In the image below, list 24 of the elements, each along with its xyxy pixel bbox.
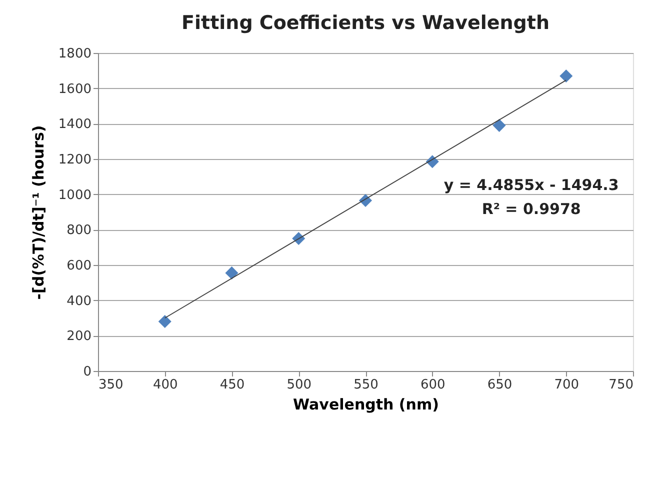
y-tick-label: 0	[83, 364, 92, 380]
y-tick-label: 200	[66, 329, 92, 344]
x-tick-label: 400	[152, 378, 178, 392]
annotation: R² = 0.9978	[482, 200, 581, 218]
x-tick-label: 600	[420, 378, 446, 392]
y-tick-label: 1600	[58, 82, 92, 97]
y-tick-label: 600	[66, 258, 92, 274]
chart-title: Fitting Coefficients vs Wavelength	[182, 12, 550, 34]
x-tick-label: 350	[98, 378, 124, 392]
y-tick-label: 1200	[58, 152, 92, 168]
x-tick-label: 500	[286, 378, 312, 392]
y-tick-label: 1400	[58, 117, 92, 132]
y-tick-label: 1000	[58, 188, 92, 203]
y-tick-label: 1800	[58, 46, 92, 62]
x-tick-label: 550	[354, 378, 378, 392]
y-tick-label: 400	[66, 294, 92, 309]
annotation: y = 4.4855x - 1494.3	[444, 176, 619, 194]
x-tick-label: 750	[608, 378, 634, 392]
x-tick-label: 450	[220, 378, 245, 392]
y-axis-title: -[d(%T)/dt]⁻¹ (hours)	[29, 125, 48, 300]
x-tick-label: 650	[487, 378, 512, 392]
x-axis-title: Wavelength (nm)	[293, 396, 439, 414]
x-tick-label: 700	[554, 378, 580, 392]
y-tick-label: 800	[66, 223, 92, 238]
